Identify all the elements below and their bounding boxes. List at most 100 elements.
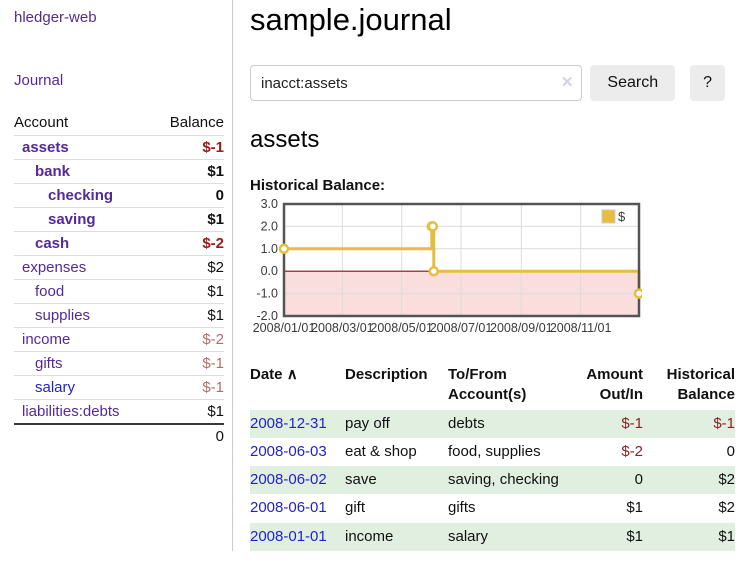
- svg-text:2008/09/01: 2008/09/01: [490, 321, 553, 335]
- transaction-balance: $-1: [643, 409, 735, 438]
- account-link-saving[interactable]: saving: [48, 211, 96, 228]
- transaction-accounts: gifts: [448, 499, 476, 517]
- transaction-amount: $-2: [621, 442, 643, 460]
- brand-link[interactable]: hledger-web: [14, 9, 97, 26]
- account-link-food[interactable]: food: [35, 283, 65, 300]
- transaction-amount: $-1: [573, 409, 643, 438]
- account-balance: $1: [152, 159, 224, 184]
- account-balance: 0: [152, 183, 224, 208]
- transaction-balance: $2: [718, 499, 735, 517]
- account-balance: $1: [152, 303, 224, 328]
- transaction-date-link[interactable]: 2008-06-02: [250, 471, 327, 488]
- transaction-balance: $2: [643, 466, 735, 495]
- transaction-balance: $1: [643, 522, 735, 551]
- account-link-salary[interactable]: salary: [35, 379, 76, 396]
- account-row-cash: cash $-2: [14, 231, 224, 256]
- search-button[interactable]: Search: [590, 65, 676, 101]
- sidebar-nav: Journal: [14, 72, 224, 90]
- svg-text:2008/05/01: 2008/05/01: [370, 321, 433, 335]
- main-content: sample.journal ✕ Search ? assets Histori…: [233, 0, 735, 551]
- svg-text:2008/07/01: 2008/07/01: [430, 321, 493, 335]
- account-link-cash[interactable]: cash: [35, 235, 70, 252]
- transaction-accounts: food, supplies: [448, 442, 541, 460]
- register-header-row: Date ∧ Description To/From Account(s) Am…: [250, 363, 735, 410]
- transaction-amount: $1: [573, 522, 643, 551]
- svg-text:0.0: 0.0: [261, 264, 278, 278]
- svg-text:1.0: 1.0: [261, 242, 278, 256]
- account-balance: $1: [152, 207, 224, 232]
- account-balance: $-1: [152, 375, 224, 400]
- account-row-income: income $-2: [14, 327, 224, 352]
- register-row: 2008-01-01 income salary $1 $1: [250, 522, 735, 551]
- account-page-title: assets: [250, 126, 320, 153]
- app: hledger-web Journal Account Balance asse…: [14, 0, 735, 551]
- account-link-income[interactable]: income: [22, 331, 71, 348]
- accounts-header-balance: Balance: [169, 114, 224, 131]
- transaction-accounts: salary: [448, 522, 573, 551]
- transaction-date-link[interactable]: 2008-06-01: [250, 499, 327, 517]
- transaction-accounts: saving, checking: [448, 466, 573, 495]
- register-header-date: Date ∧: [250, 366, 298, 383]
- accounts-header-account: Account: [14, 114, 69, 131]
- accounts-total-value: 0: [152, 423, 224, 448]
- accounts-total-row: 0: [14, 423, 224, 448]
- svg-text:$: $: [618, 209, 626, 224]
- transaction-accounts: debts: [448, 409, 573, 438]
- account-row-supplies: supplies $1: [14, 303, 224, 328]
- accounts-table: Account Balance assets $-1 bank $1 check…: [14, 111, 224, 448]
- account-link-bank[interactable]: bank: [35, 163, 71, 180]
- transaction-date-link[interactable]: 2008-12-31: [250, 414, 327, 432]
- transaction-balance: 0: [726, 442, 735, 460]
- register-row: 2008-12-31 pay off debts $-1 $-1: [250, 409, 735, 438]
- account-link-supplies[interactable]: supplies: [35, 307, 91, 324]
- account-row-saving: saving $1: [14, 207, 224, 232]
- register-header-balance: Historical Balance: [666, 366, 735, 404]
- account-balance: $-2: [152, 231, 224, 256]
- clear-search-icon[interactable]: ✕: [560, 74, 574, 91]
- search-input-wrap: ✕: [250, 65, 583, 101]
- account-link-gifts[interactable]: gifts: [35, 355, 63, 372]
- register-row: 2008-06-03 eat & shop food, supplies $-2…: [250, 438, 735, 466]
- sort-ascending-icon: ∧: [286, 366, 298, 383]
- svg-text:3.0: 3.0: [261, 199, 278, 211]
- account-balance: $-2: [152, 327, 224, 352]
- transaction-description: gift: [345, 499, 366, 517]
- account-balance: $1: [152, 399, 224, 424]
- svg-text:-2.0: -2.0: [256, 309, 278, 323]
- register-header-accounts: To/From Account(s): [448, 366, 527, 404]
- account-balance: $1: [152, 279, 224, 304]
- transaction-date-link[interactable]: 2008-01-01: [250, 527, 327, 545]
- account-row-salary: salary $-1: [14, 375, 224, 400]
- transaction-amount: $1: [626, 499, 643, 517]
- svg-text:-1.0: -1.0: [256, 287, 278, 301]
- register-header-description: Description: [345, 366, 428, 383]
- account-link-liabilities-debts[interactable]: liabilities:debts: [22, 403, 120, 420]
- transaction-date-link[interactable]: 2008-06-03: [250, 442, 327, 460]
- register-table: Date ∧ Description To/From Account(s) Am…: [250, 363, 735, 551]
- account-balance: $-1: [152, 351, 224, 376]
- transaction-description: save: [345, 466, 448, 495]
- register-header-amount: Amount Out/In: [586, 366, 643, 404]
- account-link-assets[interactable]: assets: [22, 139, 69, 156]
- transaction-description: income: [345, 522, 448, 551]
- help-button[interactable]: ?: [690, 65, 725, 101]
- sidebar-item-journal[interactable]: Journal: [14, 72, 64, 89]
- account-row-expenses: expenses $2: [14, 255, 224, 280]
- account-row-assets: assets $-1: [14, 135, 224, 160]
- account-row-liabilities-debts: liabilities:debts $1: [14, 399, 224, 424]
- transaction-description: pay off: [345, 409, 448, 438]
- search-input[interactable]: [250, 65, 583, 101]
- account-row-gifts: gifts $-1: [14, 351, 224, 376]
- register-row: 2008-06-02 save saving, checking 0 $2: [250, 466, 735, 495]
- svg-text:2.0: 2.0: [261, 219, 278, 233]
- accounts-header-row: Account Balance: [14, 111, 224, 136]
- account-link-checking[interactable]: checking: [48, 187, 114, 204]
- brand: hledger-web: [14, 9, 224, 27]
- account-row-food: food $1: [14, 279, 224, 304]
- account-link-expenses[interactable]: expenses: [22, 259, 87, 276]
- account-row-checking: checking 0: [14, 183, 224, 208]
- search-bar: ✕ Search ?: [250, 65, 725, 101]
- historical-balance-chart: $3.0 2.0 1.0 0.0 -1.0 -2.0 2008/01/01 2008/03/0…: [250, 197, 725, 344]
- svg-text:2008/11/01: 2008/11/01: [550, 321, 612, 335]
- page-title: sample.journal: [250, 2, 452, 37]
